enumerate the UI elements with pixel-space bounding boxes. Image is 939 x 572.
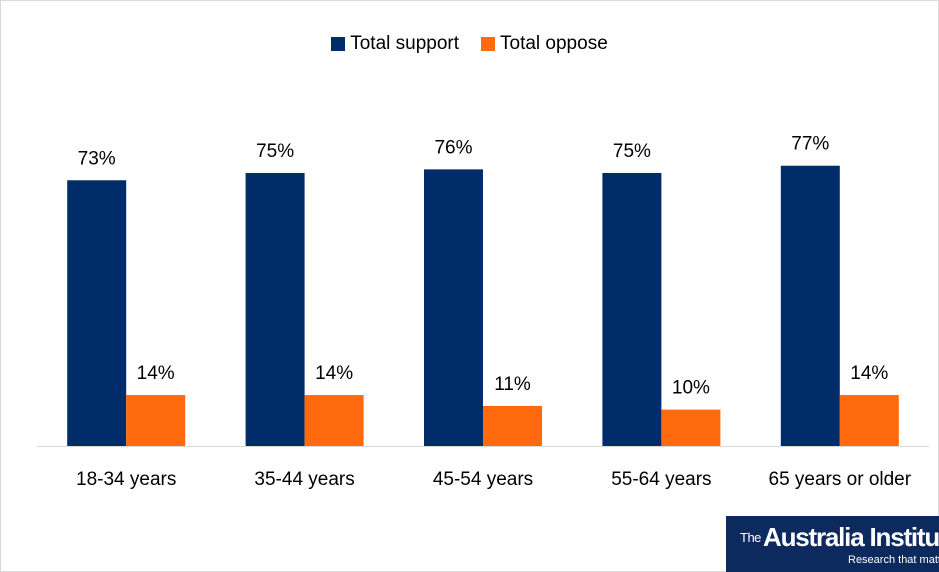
category-label-3: 55-64 years [611, 469, 711, 490]
data-label-support-4: 77% [791, 134, 829, 155]
logo-prefix: The [740, 530, 761, 545]
legend-swatch-support [331, 37, 346, 51]
bar-support-2 [424, 169, 483, 447]
data-label-support-3: 75% [613, 141, 651, 162]
legend-item-total-oppose: Total oppose [481, 33, 608, 55]
bar-oppose-1 [304, 395, 364, 446]
legend-swatch-oppose [481, 37, 496, 51]
legend-label-oppose: Total oppose [500, 33, 608, 54]
bar-support-0 [67, 180, 127, 446]
data-label-oppose-2: 11% [494, 374, 531, 395]
australia-institute-logo: The Australia Institute Research that ma… [726, 516, 939, 572]
logo-name: Australia Institute [763, 522, 939, 552]
legend: Total support Total oppose [0, 33, 939, 55]
data-label-oppose-4: 14% [850, 363, 888, 384]
bar-support-4 [780, 165, 840, 446]
bar-oppose-4 [839, 395, 899, 446]
data-label-support-1: 75% [256, 141, 294, 162]
data-label-oppose-3: 10% [672, 378, 710, 399]
data-label-oppose-1: 14% [315, 363, 353, 384]
category-label-4: 65 years or older [769, 469, 912, 490]
data-label-oppose-0: 14% [137, 363, 175, 384]
data-label-support-2: 76% [434, 137, 472, 158]
category-label-1: 35-44 years [254, 469, 354, 490]
bar-oppose-2 [483, 405, 542, 446]
legend-label-support: Total support [350, 33, 460, 54]
data-label-support-0: 73% [78, 148, 116, 169]
category-label-2: 45-54 years [433, 469, 533, 490]
bar-oppose-0 [126, 395, 186, 446]
category-label-0: 18-34 years [76, 469, 176, 490]
bar-support-1 [245, 173, 305, 446]
logo-tagline: Research that matters. [848, 554, 939, 566]
bar-support-3 [602, 173, 662, 446]
legend-item-total-support: Total support [331, 33, 459, 55]
bar-oppose-3 [661, 409, 721, 446]
